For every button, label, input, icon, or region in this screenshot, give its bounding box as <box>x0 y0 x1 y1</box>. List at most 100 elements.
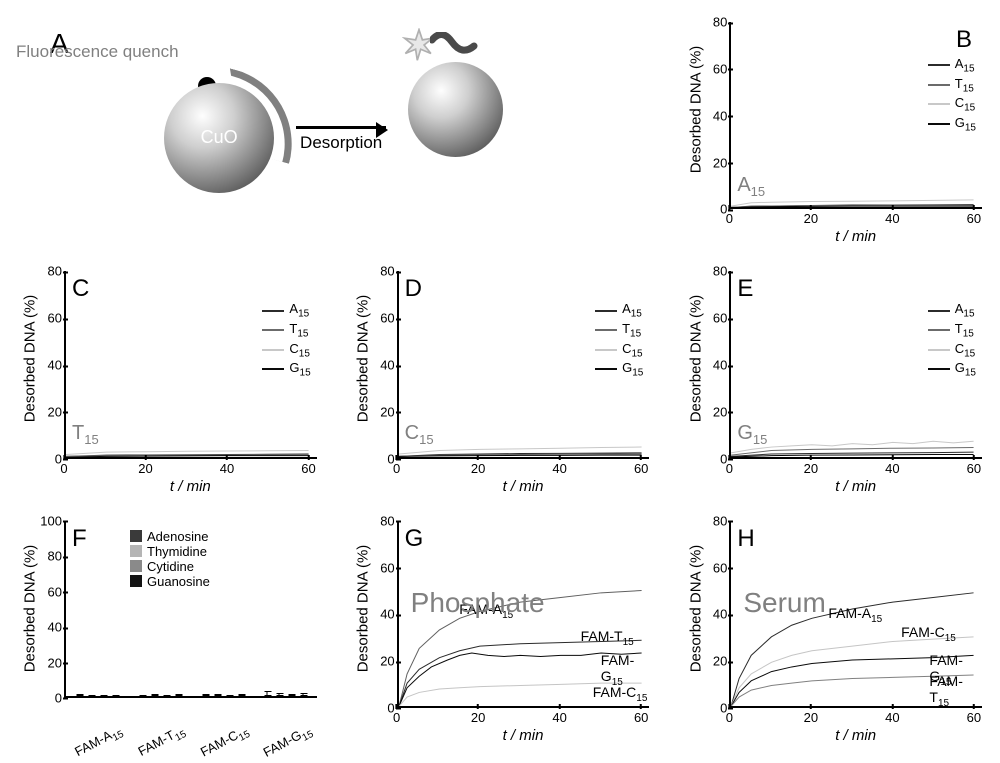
x-tick: 20 <box>804 211 818 226</box>
y-tick: 40 <box>32 358 62 373</box>
y-tick: 40 <box>365 358 395 373</box>
legend-swatch-icon <box>928 349 950 351</box>
inset-label: A15 <box>737 174 765 199</box>
x-tick: 40 <box>885 211 899 226</box>
legend-label: G15 <box>955 360 976 379</box>
x-tick: 0 <box>60 461 67 476</box>
panel-letter: G <box>405 525 424 553</box>
legend-swatch-icon <box>928 64 950 66</box>
legend-swatch-icon <box>130 575 142 587</box>
y-tick: 60 <box>32 311 62 326</box>
y-tick: 0 <box>697 451 727 466</box>
error-bar-icon <box>228 695 229 696</box>
legend-swatch-icon <box>928 123 950 125</box>
error-bar-icon <box>153 694 154 696</box>
x-axis-label: t / min <box>64 478 317 495</box>
big-inset-label: Phosphate <box>411 587 545 619</box>
x-tick: 60 <box>967 211 981 226</box>
error-bar-icon <box>279 693 280 696</box>
y-tick: 40 <box>32 620 62 635</box>
legend-swatch-icon <box>928 368 950 370</box>
panel-f-barchart: Desorbed DNA (%)020406080100FAdenosineTh… <box>10 509 325 746</box>
y-tick: 80 <box>365 513 395 528</box>
panel-letter: E <box>737 275 753 303</box>
inset-label: C15 <box>405 422 434 447</box>
series-annotation: FAM-A15 <box>828 605 882 625</box>
series-line <box>731 206 974 207</box>
legend-swatch-icon <box>928 310 950 312</box>
legend-swatch-icon <box>262 329 284 331</box>
series-annotation: FAM-C15 <box>593 684 648 704</box>
error-bar-icon <box>267 691 268 696</box>
y-tick: 80 <box>365 264 395 279</box>
legend-label: A15 <box>289 301 309 320</box>
legend-swatch-icon <box>928 103 950 105</box>
legend-swatch-icon <box>928 84 950 86</box>
error-bar-icon <box>240 694 241 696</box>
y-tick: 20 <box>697 404 727 419</box>
inset-label: G15 <box>737 422 767 447</box>
desorption-arrow: Desorption <box>296 122 386 153</box>
series-annotation: FAM-T15 <box>929 673 982 709</box>
cuo-nanoparticle-icon: CuO <box>164 83 274 193</box>
y-tick: 80 <box>697 15 727 30</box>
y-tick: 80 <box>697 264 727 279</box>
y-tick: 80 <box>697 513 727 528</box>
panel-letter: D <box>405 275 422 303</box>
x-tick: 0 <box>726 461 733 476</box>
legend-label: A15 <box>955 56 975 75</box>
legend-swatch-icon <box>130 560 142 572</box>
y-tick: 0 <box>365 451 395 466</box>
fluorescence-quench-label: Fluorescence quench <box>16 42 179 62</box>
series-annotation: FAM-C15 <box>901 624 956 644</box>
x-tick: 60 <box>634 461 648 476</box>
error-bar-icon <box>115 695 116 696</box>
x-tick: 20 <box>471 710 485 725</box>
x-tick: 40 <box>885 461 899 476</box>
error-bar-icon <box>291 694 292 696</box>
x-tick: 40 <box>885 710 899 725</box>
y-tick: 60 <box>697 560 727 575</box>
legend-label: Thymidine <box>147 544 207 559</box>
legend-label: T15 <box>955 76 974 95</box>
legend-swatch-icon <box>262 349 284 351</box>
y-tick: 40 <box>697 108 727 123</box>
x-tick: 20 <box>138 461 152 476</box>
y-tick: 60 <box>697 61 727 76</box>
panel-letter: C <box>72 275 89 303</box>
legend-swatch-icon <box>595 368 617 370</box>
y-tick: 40 <box>365 607 395 622</box>
legend-swatch-icon <box>928 329 950 331</box>
legend-swatch-icon <box>130 530 142 542</box>
y-tick: 40 <box>697 607 727 622</box>
y-tick: 0 <box>697 202 727 217</box>
y-tick: 100 <box>32 513 62 528</box>
y-tick: 0 <box>697 700 727 715</box>
x-axis-label: t / min <box>729 228 982 245</box>
x-axis-label: t / min <box>729 478 982 495</box>
panel-g-chart: Desorbed DNA (%)FAM-A15FAM-T15FAM-G15FAM… <box>343 509 658 746</box>
legend-label: T15 <box>622 321 641 340</box>
y-tick: 20 <box>32 655 62 670</box>
legend-swatch-icon <box>262 368 284 370</box>
x-tick: 0 <box>393 461 400 476</box>
x-tick: 20 <box>804 461 818 476</box>
legend-swatch-icon <box>595 349 617 351</box>
legend: A15T15C15G15 <box>262 301 310 379</box>
legend-swatch-icon <box>262 310 284 312</box>
inset-label: T15 <box>72 422 99 447</box>
x-axis-label: t / min <box>397 727 650 744</box>
x-axis-label: t / min <box>397 478 650 495</box>
y-tick: 20 <box>365 654 395 669</box>
panel-h-chart: Desorbed DNA (%)FAM-A15FAM-C15FAM-G15FAM… <box>675 509 990 746</box>
cuo-nanoparticle-bare-icon <box>408 62 503 157</box>
y-tick: 60 <box>365 311 395 326</box>
y-axis-label: Desorbed DNA (%) <box>22 545 39 673</box>
error-bar-icon <box>91 695 92 696</box>
cuo-label: CuO <box>201 127 238 148</box>
error-bar-icon <box>103 695 104 696</box>
x-category-label: FAM-G15 <box>261 722 316 763</box>
x-tick: 60 <box>967 461 981 476</box>
figure-grid: A Fluorescence quench FAM-DNA CuO Desorp… <box>10 10 990 746</box>
y-tick: 20 <box>697 654 727 669</box>
